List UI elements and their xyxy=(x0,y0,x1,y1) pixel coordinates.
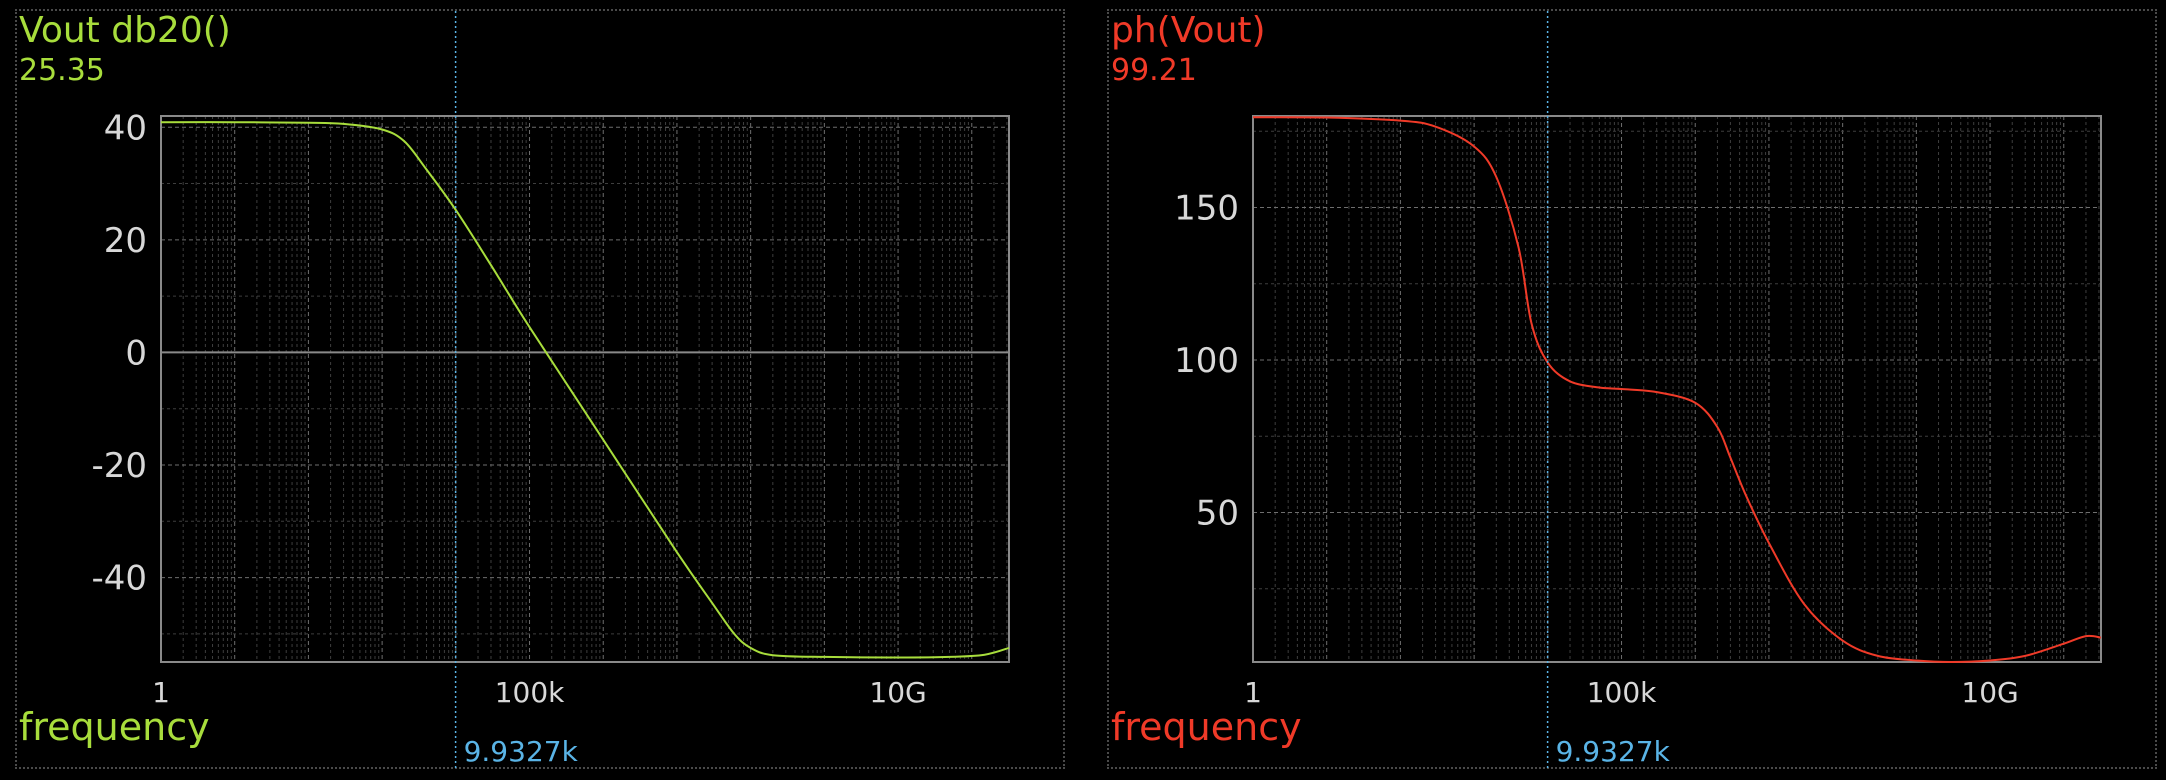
cursor-frequency-readout: 9.9327k xyxy=(1555,735,1670,768)
y-tick-label: -20 xyxy=(91,446,147,486)
chart-title: Vout db20() xyxy=(19,10,231,51)
plot-frame xyxy=(160,115,1010,663)
y-tick-label: 40 xyxy=(104,108,147,148)
magnitude-plot[interactable]: 40 20 0 -20 -40 1 100k 10G xyxy=(17,11,1067,771)
minor-grid xyxy=(1252,116,2101,662)
series-line xyxy=(160,121,1010,659)
x-tick-label: 100k xyxy=(495,676,565,709)
y-tick-label: 50 xyxy=(1196,494,1239,534)
chart-title: ph(Vout) xyxy=(1111,10,1266,51)
x-tick-label: 1 xyxy=(1244,676,1262,709)
y-tick-label: 20 xyxy=(104,221,147,261)
y-tick-label: 0 xyxy=(125,333,147,373)
phase-plot[interactable]: 150 100 50 1 100k 10G xyxy=(1109,11,2159,771)
x-tick-label: 10G xyxy=(869,676,926,709)
x-axis-label: frequency xyxy=(1111,705,1302,749)
minor-grid xyxy=(160,116,1009,662)
plot-frame xyxy=(1252,115,2102,663)
y-tick-label: -40 xyxy=(91,559,147,599)
cursor-value: 99.21 xyxy=(1111,53,1197,88)
series-line xyxy=(1252,116,2102,664)
y-tick-label: 150 xyxy=(1174,189,1239,229)
x-tick-label: 1 xyxy=(152,676,170,709)
cursor-value: 25.35 xyxy=(19,53,105,88)
y-tick-label: 100 xyxy=(1174,341,1239,381)
cursor-frequency-readout: 9.9327k xyxy=(463,735,578,768)
chart-panel-phase: ph(Vout) 99.21 150 100 50 1 100k 10G frequenc… xyxy=(1107,9,2159,771)
x-axis-label: frequency xyxy=(19,705,210,749)
x-tick-label: 100k xyxy=(1587,676,1657,709)
x-tick-label: 10G xyxy=(1961,676,2018,709)
chart-panel-magnitude: Vout db20() 25.35 40 20 0 -20 -40 1 100k 10G fr… xyxy=(15,9,1067,771)
